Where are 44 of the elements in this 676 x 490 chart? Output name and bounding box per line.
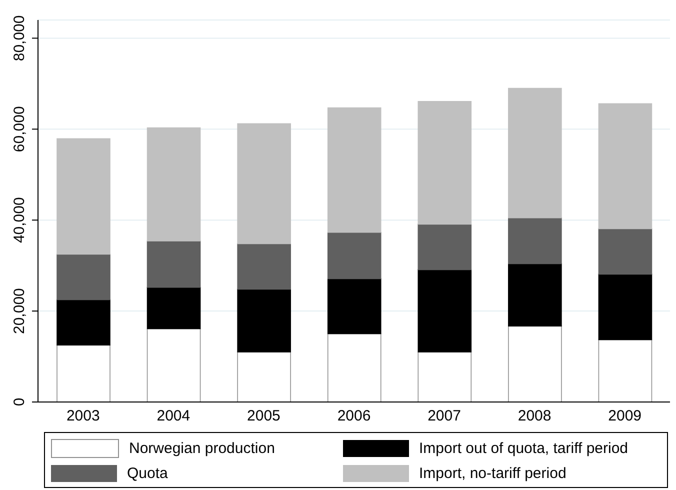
bar [327, 107, 382, 233]
bar [598, 274, 652, 340]
bar [56, 254, 110, 300]
bar [418, 352, 472, 402]
bar [146, 287, 201, 330]
x-tick-label: 2004 [156, 408, 190, 425]
legend-label: Import, no-tariff period [419, 465, 566, 482]
bar [508, 217, 562, 264]
legend-label: Quota [127, 465, 168, 482]
bar [237, 123, 291, 244]
bar [508, 263, 562, 326]
bar [327, 232, 382, 280]
bar [237, 243, 291, 290]
bar [598, 103, 652, 230]
x-tick-label: 2007 [428, 408, 461, 425]
bar [237, 288, 291, 352]
bar [418, 101, 472, 225]
bar [508, 88, 562, 218]
bar [146, 240, 201, 288]
bar [56, 299, 110, 346]
bar [598, 228, 652, 275]
bar [56, 138, 110, 255]
y-tick-label: 80,000 [11, 15, 28, 62]
bar [146, 328, 201, 402]
x-tick-label: 2006 [337, 408, 371, 425]
bar [418, 269, 472, 352]
y-tick-label: 0 [11, 398, 28, 406]
y-tick-label: 40,000 [11, 197, 28, 244]
legend-label: Import out of quota, tariff period [419, 440, 628, 457]
y-tick-label: 20,000 [11, 288, 28, 334]
bar [146, 127, 201, 242]
bar [237, 352, 291, 402]
bar [327, 278, 382, 334]
bar [418, 224, 472, 270]
bar [598, 339, 652, 402]
y-tick-label: 60,000 [11, 106, 28, 152]
x-tick-label: 2005 [247, 408, 280, 425]
x-tick-label: 2008 [518, 408, 552, 425]
bar [56, 344, 110, 402]
x-tick-label: 2009 [608, 408, 642, 425]
bar [327, 333, 382, 402]
bar [508, 326, 562, 402]
x-tick-label: 2003 [66, 408, 100, 425]
legend-label: Norwegian production [129, 440, 275, 457]
